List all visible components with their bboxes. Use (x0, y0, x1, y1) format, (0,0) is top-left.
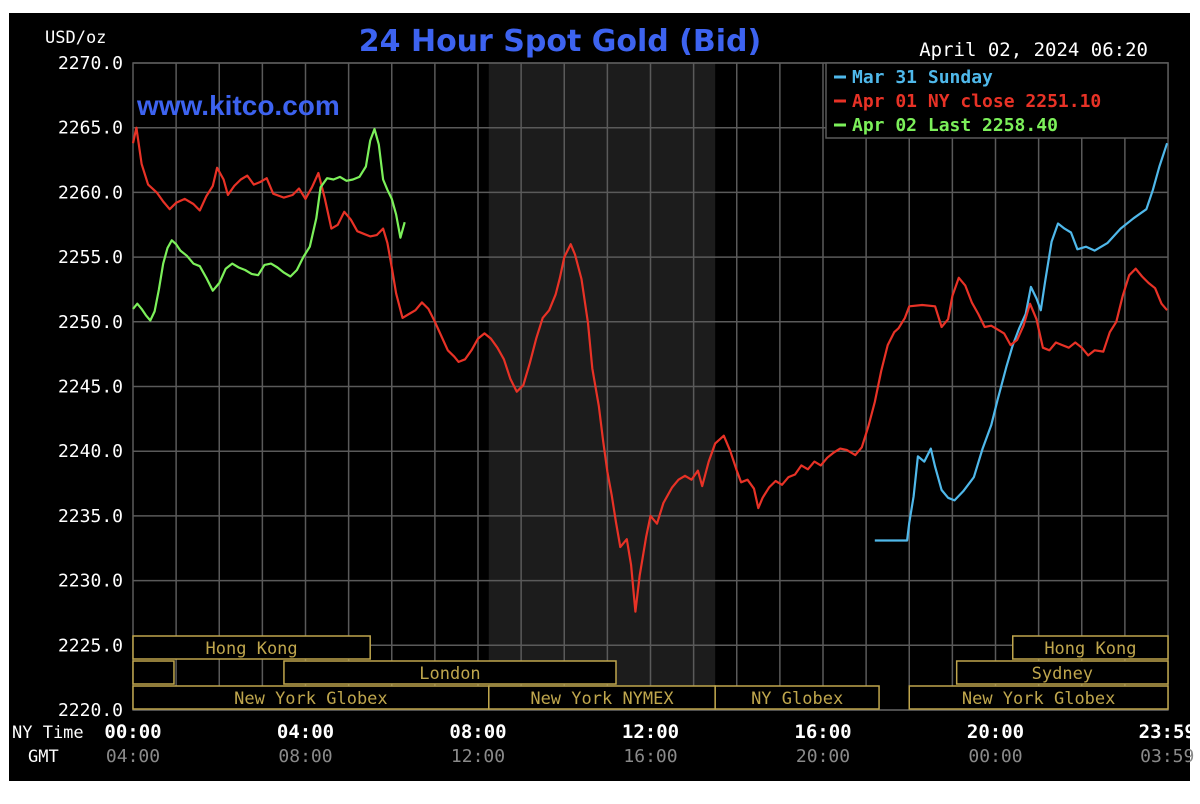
x-tick-label-gmt: 00:00 (968, 746, 1022, 767)
session-band (283, 660, 617, 685)
session-band-label: New York NYMEX (530, 689, 674, 709)
session-band (955, 660, 1169, 685)
series-line-1 (874, 142, 1169, 542)
x-tick-label-gmt: 16:00 (623, 746, 677, 767)
x-tick-label-ny: 16:00 (794, 721, 851, 743)
y-tick-label: 2250.0 (58, 312, 123, 333)
y-tick-label: 2265.0 (58, 118, 123, 139)
x-row-label-gmt: GMT (28, 747, 59, 767)
legend: Mar 31 Sunday Apr 01 NY close 2251.10 Apr … (825, 62, 1169, 139)
y-tick-label: 2245.0 (58, 377, 123, 398)
x-tick-label-ny: 00:00 (104, 721, 161, 743)
session-band-label: New York Globex (962, 689, 1116, 709)
x-tick-label-gmt: 08:00 (278, 746, 332, 767)
y-axis-unit-label: USD/oz (45, 28, 106, 48)
y-tick-label: 2230.0 (58, 571, 123, 592)
plot-border (132, 62, 1169, 711)
y-tick-label: 2260.0 (58, 182, 123, 203)
legend-entry: Apr 02 Last 2258.40 (852, 115, 1058, 136)
x-tick-label-ny: 12:00 (622, 721, 679, 743)
x-row-label-ny: NY Time (12, 723, 84, 743)
session-band-label: Hong Kong (206, 639, 298, 659)
session-band-label: New York Globex (234, 689, 388, 709)
chart-timestamp: April 02, 2024 06:20 (919, 39, 1148, 61)
session-band-label: Hong Kong (1044, 639, 1136, 659)
legend-entry: Apr 01 NY close 2251.10 (852, 91, 1101, 112)
y-axis-layer: 2270.0 2265.0 2260.0 2255.0 2250.0 2245.0 2240… (58, 53, 123, 721)
session-band (908, 685, 1169, 710)
x-tick-label-gmt: 12:00 (451, 746, 505, 767)
x-axis-layer: NY Time GMT 00:00 04:00 04:00 08:00 08:00 12:00… (12, 721, 1196, 767)
y-tick-label: 2235.0 (58, 506, 123, 527)
legend-box (825, 62, 1169, 139)
series-line-3 (132, 127, 406, 322)
session-band (132, 635, 371, 660)
session-band (1012, 635, 1169, 660)
legend-entry: Mar 31 Sunday (852, 67, 993, 88)
chart-title: 24 Hour Spot Gold (Bid) (359, 24, 761, 59)
y-tick-label: 2270.0 (58, 53, 123, 74)
x-tick-label-gmt: 04:00 (106, 746, 160, 767)
x-tick-label-ny: 23:59 (1139, 721, 1196, 743)
session-bands-layer: Hong Kong London New York Globex New York N… (132, 635, 1169, 710)
brand-watermark: www.kitco.com (136, 90, 340, 121)
session-band-label: Sydney (1032, 664, 1093, 684)
y-tick-label: 2220.0 (58, 700, 123, 721)
grid-layer (132, 62, 1169, 711)
series-lines-layer (131, 126, 1169, 613)
session-band (714, 685, 880, 710)
series-line-2 (131, 126, 1168, 613)
session-band-label: NY Globex (751, 689, 843, 709)
x-tick-label-ny: 20:00 (967, 721, 1024, 743)
x-tick-label-gmt: 03:59 (1140, 746, 1194, 767)
y-tick-label: 2240.0 (58, 441, 123, 462)
x-tick-label-ny: 08:00 (449, 721, 506, 743)
x-tick-label-gmt: 20:00 (796, 746, 850, 767)
y-tick-label: 2225.0 (58, 635, 123, 656)
session-band (132, 660, 175, 685)
x-tick-label-ny: 04:00 (277, 721, 334, 743)
session-band-label: London (419, 664, 480, 684)
y-tick-label: 2255.0 (58, 247, 123, 268)
